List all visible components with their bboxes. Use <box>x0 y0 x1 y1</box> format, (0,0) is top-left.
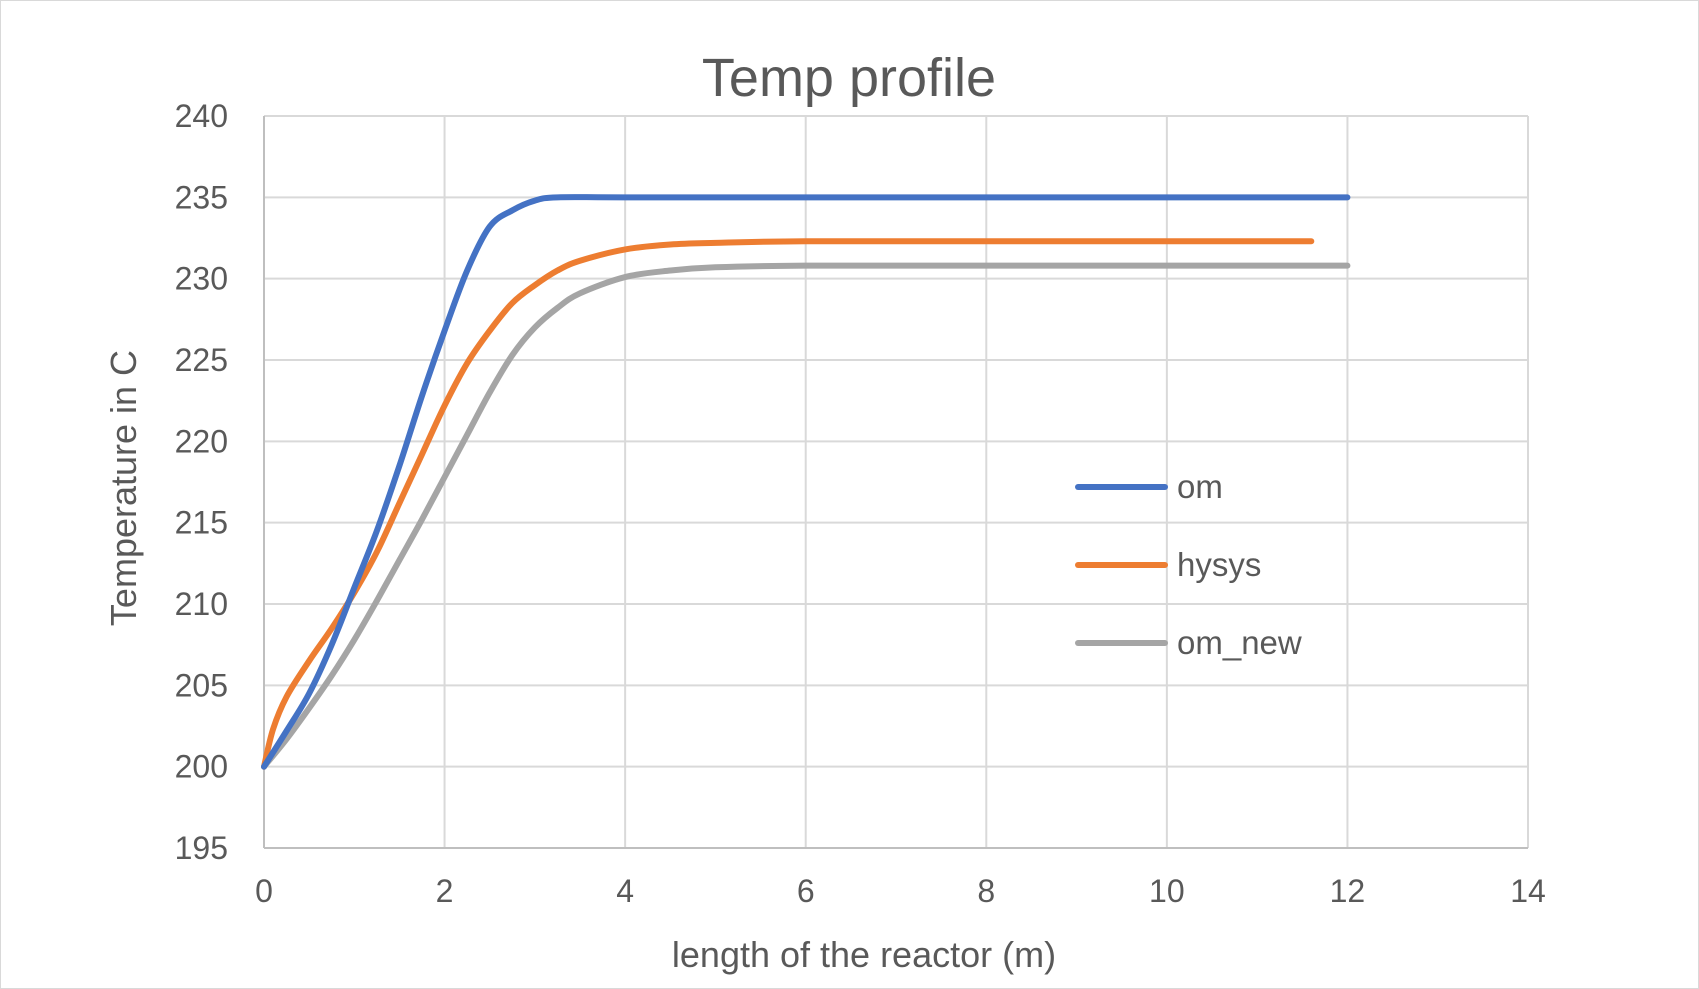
y-axis-title: Temperature in C <box>103 350 144 626</box>
chart-title: Temp profile <box>702 48 996 108</box>
legend-item: om_new <box>1075 624 1302 661</box>
y-tick-label: 195 <box>175 830 228 866</box>
y-axis-tick-labels: 195 200 205 210 215 220 225 230 235 240 <box>175 98 228 866</box>
legend-label: om <box>1177 468 1223 505</box>
axes <box>263 116 1528 849</box>
y-tick-label: 225 <box>175 342 228 378</box>
y-tick-label: 200 <box>175 749 228 785</box>
y-tick-label: 235 <box>175 179 228 215</box>
x-tick-label: 6 <box>797 873 815 909</box>
legend-label: hysys <box>1177 546 1261 583</box>
x-tick-label: 0 <box>255 873 273 909</box>
series-line-hysys <box>261 238 1315 770</box>
legend-item: hysys <box>1075 546 1261 583</box>
x-tick-label: 2 <box>436 873 454 909</box>
x-axis-title: length of the reactor (m) <box>672 934 1056 975</box>
legend-label: om_new <box>1177 624 1302 661</box>
series-layer <box>261 194 1351 770</box>
y-tick-label: 215 <box>175 505 228 541</box>
legend: om hysys om_new <box>1075 468 1302 661</box>
y-tick-label: 230 <box>175 261 228 297</box>
legend-item: om <box>1075 468 1223 505</box>
y-tick-label: 240 <box>175 98 228 134</box>
y-tick-label: 220 <box>175 423 228 459</box>
y-tick-label: 205 <box>175 667 228 703</box>
x-axis-tick-labels: 0 2 4 6 8 10 12 14 <box>255 873 1546 909</box>
gridlines <box>263 115 1529 849</box>
x-tick-label: 12 <box>1330 873 1366 909</box>
x-tick-label: 10 <box>1149 873 1185 909</box>
x-tick-label: 4 <box>616 873 634 909</box>
x-tick-label: 14 <box>1510 873 1546 909</box>
series-line-om <box>261 194 1351 770</box>
y-tick-label: 210 <box>175 586 228 622</box>
x-tick-label: 8 <box>977 873 995 909</box>
series-line-om-new <box>261 262 1351 770</box>
